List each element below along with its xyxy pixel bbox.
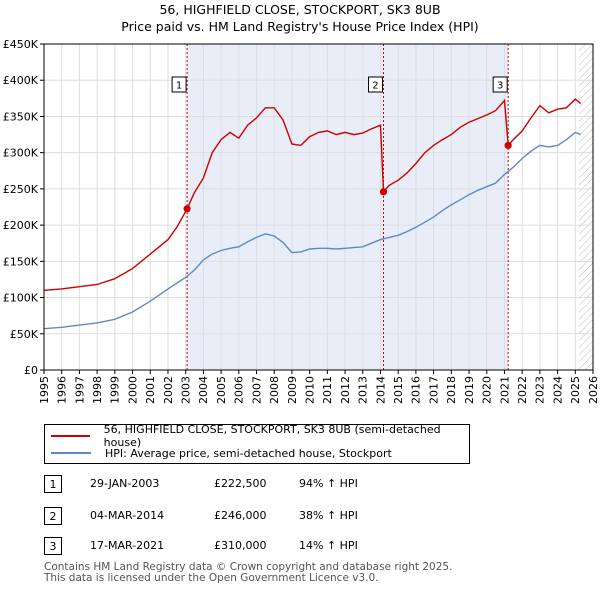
y-tick-label: £400K <box>3 74 39 87</box>
transaction-number: 2 <box>44 507 62 525</box>
legend-item-property: 56, HIGHFIELD CLOSE, STOCKPORT, SK3 8UB … <box>45 423 469 449</box>
x-tick-label: 1996 <box>56 376 69 404</box>
transaction-hpi: 94% ↑ HPI <box>299 477 358 490</box>
x-tick-label: 2020 <box>481 376 494 404</box>
x-tick-label: 2026 <box>587 376 600 404</box>
x-tick-label: 2019 <box>463 376 476 404</box>
transaction-price: £222,500 <box>214 477 267 490</box>
x-tick-label: 2021 <box>498 376 511 404</box>
x-tick-label: 2011 <box>321 376 334 404</box>
x-tick-label: 2005 <box>215 376 228 404</box>
y-tick-label: £250K <box>3 183 39 196</box>
x-tick-label: 2017 <box>427 376 440 404</box>
transaction-date: 29-JAN-2003 <box>90 477 160 490</box>
sale-point <box>183 205 191 213</box>
sale-marker-box <box>492 76 508 93</box>
x-tick-label: 1999 <box>109 376 122 404</box>
y-tick-label: £50K <box>10 328 39 341</box>
x-tick-label: 1998 <box>91 376 104 404</box>
x-tick-label: 2018 <box>445 376 458 404</box>
forecast-hatch <box>578 44 593 370</box>
x-tick-label: 2002 <box>162 376 175 404</box>
sale-marker-label: 2 <box>372 81 378 92</box>
chart-title: 56, HIGHFIELD CLOSE, STOCKPORT, SK3 8UB <box>159 2 441 17</box>
transaction-hpi: 14% ↑ HPI <box>299 539 358 552</box>
x-tick-label: 2022 <box>516 376 529 404</box>
x-tick-label: 1997 <box>73 376 86 404</box>
legend-label-property: 56, HIGHFIELD CLOSE, STOCKPORT, SK3 8UB … <box>103 423 441 449</box>
sale-point <box>504 141 512 150</box>
transaction-hpi: 38% ↑ HPI <box>299 509 358 522</box>
x-tick-label: 1995 <box>38 376 51 404</box>
x-tick-label: 2000 <box>126 376 139 404</box>
sale-marker-box <box>171 76 187 93</box>
x-tick-label: 2015 <box>392 376 405 404</box>
sale-marker-label: 3 <box>497 81 503 92</box>
transaction-number: 3 <box>44 537 62 555</box>
transaction-date: 04-MAR-2014 <box>90 509 165 522</box>
x-tick-label: 2008 <box>268 376 281 404</box>
plot-frame <box>43 43 594 371</box>
hpi-line <box>43 131 581 330</box>
footer-licence: This data is licensed under the Open Gov… <box>44 572 379 584</box>
legend-swatch-property <box>51 435 90 437</box>
transaction-number: 1 <box>44 475 62 493</box>
x-tick-label: 2023 <box>534 376 547 404</box>
transaction-date: 17-MAR-2021 <box>90 539 165 552</box>
sale-marker-label: 1 <box>176 81 182 92</box>
y-tick-label: £100K <box>3 292 39 305</box>
x-tick-label: 2012 <box>339 376 352 404</box>
x-tick-label: 2014 <box>374 376 387 404</box>
price-chart: 1 2 3 £0 £50K £100K £150K £200K £250K £300K £350K… <box>3 38 600 404</box>
transaction-price: £310,000 <box>214 539 267 552</box>
chart-subtitle: Price paid vs. HM Land Registry's House … <box>121 19 479 34</box>
x-tick-label: 2003 <box>180 376 193 404</box>
x-tick-label: 2010 <box>303 376 316 404</box>
x-tick-label: 2004 <box>197 376 210 404</box>
sale-point <box>379 188 388 196</box>
legend-label-hpi: HPI: Average price, semi-detached house,… <box>105 446 392 460</box>
y-tick-label: £150K <box>3 255 39 268</box>
x-tick-label: 2006 <box>233 376 246 404</box>
transaction-price: £246,000 <box>214 509 267 522</box>
x-tick-label: 2024 <box>551 376 564 404</box>
sale-marker-box <box>367 76 383 93</box>
footer-copyright: Contains HM Land Registry data © Crown c… <box>44 561 453 573</box>
y-tick-label: £350K <box>3 110 39 123</box>
y-tick-label: £300K <box>3 147 39 160</box>
x-tick-label: 2007 <box>250 376 263 404</box>
x-tick-label: 2009 <box>286 376 299 404</box>
x-tick-label: 2025 <box>569 376 582 404</box>
y-tick-label: £450K <box>3 38 39 51</box>
y-tick-label: £0 <box>24 364 38 377</box>
x-tick-label: 2001 <box>144 376 157 404</box>
y-tick-label: £200K <box>3 219 39 232</box>
legend-item-hpi: HPI: Average price, semi-detached house,… <box>45 445 392 461</box>
property-price-line <box>43 98 582 291</box>
x-tick-label: 2013 <box>357 376 370 404</box>
ownership-shade <box>187 44 509 370</box>
legend-swatch-hpi <box>51 452 91 454</box>
x-tick-label: 2016 <box>410 376 423 404</box>
chart-legend: 56, HIGHFIELD CLOSE, STOCKPORT, SK3 8UB … <box>44 423 470 464</box>
